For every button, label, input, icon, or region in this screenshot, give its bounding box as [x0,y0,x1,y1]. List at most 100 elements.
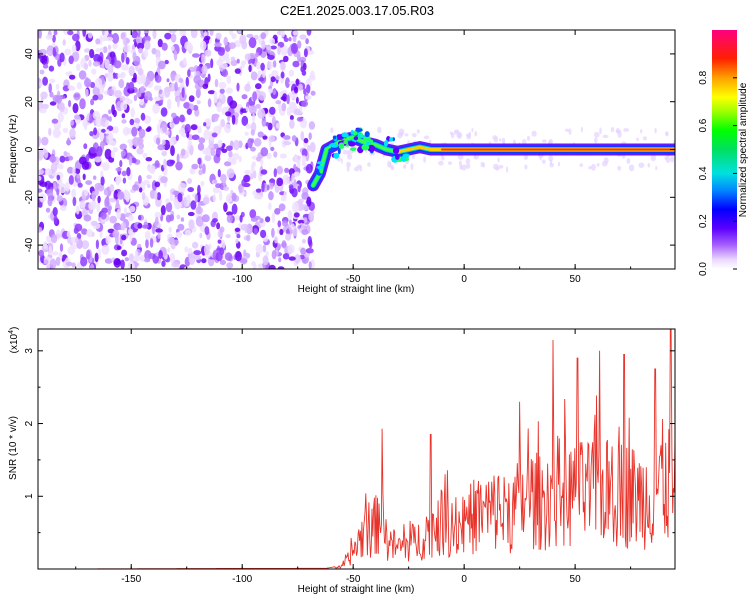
noise-speck [291,42,298,54]
noise-speck [96,146,103,158]
noise-speck [88,201,96,210]
noise-speck [79,200,86,209]
noise-speck [281,102,287,112]
noise-speck [268,88,274,94]
noise-speck [45,34,53,40]
noise-speck [125,57,130,65]
signal-blob [316,165,324,170]
noise-speck [243,174,250,183]
noise-speck [297,40,302,49]
noise-speck [38,169,44,175]
noise-speck [97,93,104,101]
noise-speck [207,73,211,83]
noise-speck [143,179,150,186]
noise-speck [120,150,126,157]
noise-speck [143,30,150,34]
noise-speck [118,78,125,89]
noise-speck [74,114,80,120]
noise-speck [247,138,253,149]
noise-speck [268,135,276,143]
noise-speck [195,216,204,227]
noise-speck [130,157,137,164]
noise-speck [523,154,529,160]
noise-speck [52,34,56,43]
noise-speck [121,119,127,124]
noise-speck [41,54,48,65]
noise-speck [49,101,57,106]
noise-speck [286,94,290,105]
noise-speck [121,113,126,119]
noise-speck [616,127,620,134]
noise-speck [193,254,202,261]
noise-speck [226,262,234,269]
noise-speck [186,194,191,204]
noise-speck [136,147,144,155]
noise-speck [288,184,294,190]
noise-speck [216,58,223,67]
noise-speck [163,87,171,98]
noise-speck [163,158,167,170]
noise-speck [262,69,266,78]
noise-speck [78,70,87,80]
noise-speck [71,262,76,268]
snr-x-tick-label: 50 [570,574,582,585]
noise-speck [301,204,309,211]
noise-speck [143,115,152,124]
noise-speck [104,58,110,69]
noise-speck [411,155,415,159]
noise-speck [108,109,112,115]
noise-speck [269,106,276,115]
noise-speck [207,90,216,95]
noise-speck [280,71,285,79]
noise-speck [225,87,233,94]
noise-speck [95,239,99,250]
noise-speck [109,215,117,224]
noise-speck [136,42,145,50]
noise-speck [176,153,180,164]
noise-speck [258,91,266,101]
noise-speck [224,123,232,134]
noise-speck [38,175,42,181]
noise-speck [291,173,295,184]
noise-speck [38,48,47,56]
noise-speck [580,126,584,133]
noise-speck [174,81,178,92]
noise-speck [85,180,93,186]
noise-speck [262,135,268,140]
noise-speck [201,64,208,75]
noise-speck [194,193,199,203]
snr-axes: -150 -100 -50 0 50 1 2 3 [24,328,676,585]
snr-y-tick-label: 2 [24,420,35,426]
noise-speck [191,163,199,170]
noise-speck [449,131,453,135]
noise-speck [169,159,176,165]
noise-speck [541,139,547,143]
noise-speck [120,101,128,111]
snr-x-axis-title: Height of straight line (km) [298,584,415,595]
noise-speck [280,195,285,202]
noise-speck [196,100,201,105]
noise-speck [72,44,77,53]
noise-speck [184,41,192,50]
noise-speck [57,163,64,170]
noise-speck [282,174,290,185]
noise-speck [113,258,121,268]
noise-speck [526,135,531,142]
signal-blob [393,147,400,154]
noise-speck [276,122,280,129]
noise-speck [283,55,289,63]
noise-speck [482,162,485,168]
noise-speck [53,182,57,190]
noise-speck [287,210,293,220]
spectrum-x-tick-label: -150 [121,274,141,285]
noise-speck [268,191,274,201]
noise-speck [133,72,137,81]
noise-speck [138,142,145,149]
noise-speck [101,128,106,133]
noise-speck [120,259,125,269]
noise-speck [75,237,79,244]
spectrum-y-tick-label: 40 [24,48,35,60]
noise-speck [416,129,420,134]
noise-speck [89,263,95,269]
noise-speck [66,166,74,174]
